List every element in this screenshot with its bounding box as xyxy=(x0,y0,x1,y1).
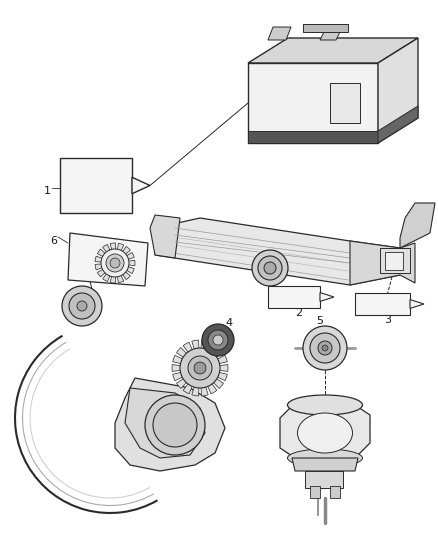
Text: 1: 1 xyxy=(44,186,51,196)
Polygon shape xyxy=(132,177,150,194)
Wedge shape xyxy=(192,368,200,396)
Wedge shape xyxy=(115,246,131,263)
Ellipse shape xyxy=(287,449,363,467)
Wedge shape xyxy=(177,368,200,389)
Polygon shape xyxy=(150,215,180,258)
Wedge shape xyxy=(200,342,217,368)
Circle shape xyxy=(106,254,124,272)
Polygon shape xyxy=(125,388,205,458)
Polygon shape xyxy=(248,63,378,143)
Wedge shape xyxy=(115,263,124,282)
Polygon shape xyxy=(320,293,334,301)
Polygon shape xyxy=(248,38,418,63)
Circle shape xyxy=(180,348,220,388)
Circle shape xyxy=(77,301,87,311)
Circle shape xyxy=(310,333,340,363)
Wedge shape xyxy=(115,260,135,266)
Circle shape xyxy=(303,326,347,370)
Polygon shape xyxy=(400,203,435,248)
Ellipse shape xyxy=(287,395,363,415)
Wedge shape xyxy=(115,263,134,273)
Circle shape xyxy=(153,403,197,447)
Wedge shape xyxy=(102,245,115,263)
Wedge shape xyxy=(173,368,200,381)
Text: 4: 4 xyxy=(225,318,232,328)
Circle shape xyxy=(258,256,282,280)
Polygon shape xyxy=(320,30,341,40)
Bar xyxy=(385,252,403,270)
Wedge shape xyxy=(200,368,217,394)
Wedge shape xyxy=(183,342,200,368)
Wedge shape xyxy=(95,256,115,263)
Polygon shape xyxy=(378,38,418,143)
Circle shape xyxy=(69,293,95,319)
Wedge shape xyxy=(200,365,228,372)
Circle shape xyxy=(202,324,234,356)
Wedge shape xyxy=(110,263,116,283)
Circle shape xyxy=(252,250,288,286)
Bar xyxy=(310,486,320,498)
Polygon shape xyxy=(68,233,148,286)
Wedge shape xyxy=(173,356,200,368)
Wedge shape xyxy=(97,249,115,263)
Wedge shape xyxy=(115,243,124,263)
Wedge shape xyxy=(183,368,200,394)
Polygon shape xyxy=(303,24,348,32)
Circle shape xyxy=(322,345,328,351)
Wedge shape xyxy=(200,340,208,368)
Circle shape xyxy=(194,362,206,374)
Wedge shape xyxy=(192,340,200,368)
Wedge shape xyxy=(97,263,115,277)
Wedge shape xyxy=(177,348,200,368)
Polygon shape xyxy=(378,106,418,143)
Wedge shape xyxy=(110,243,116,263)
Wedge shape xyxy=(102,263,115,281)
Polygon shape xyxy=(268,27,291,40)
Bar xyxy=(60,158,132,213)
Circle shape xyxy=(208,330,228,350)
Circle shape xyxy=(110,258,120,268)
Bar xyxy=(380,248,410,273)
Circle shape xyxy=(318,341,332,355)
Wedge shape xyxy=(115,263,131,280)
Text: 2: 2 xyxy=(296,308,303,318)
Bar xyxy=(268,286,320,308)
Circle shape xyxy=(264,262,276,274)
Wedge shape xyxy=(115,253,134,263)
Polygon shape xyxy=(410,300,424,309)
Polygon shape xyxy=(248,131,378,143)
Bar xyxy=(305,471,343,488)
Polygon shape xyxy=(115,378,225,471)
Circle shape xyxy=(101,249,129,277)
Text: 3: 3 xyxy=(385,315,392,325)
Wedge shape xyxy=(172,365,200,372)
Text: 6: 6 xyxy=(50,236,57,246)
Circle shape xyxy=(188,356,212,380)
Wedge shape xyxy=(200,356,227,368)
Wedge shape xyxy=(200,368,223,389)
Polygon shape xyxy=(350,241,415,285)
Bar xyxy=(330,486,340,498)
Circle shape xyxy=(145,395,205,455)
Polygon shape xyxy=(292,458,358,471)
Wedge shape xyxy=(200,348,223,368)
Circle shape xyxy=(213,335,223,345)
Text: 5: 5 xyxy=(317,316,324,326)
Polygon shape xyxy=(155,218,400,285)
Wedge shape xyxy=(200,368,208,396)
Bar xyxy=(330,83,360,123)
Circle shape xyxy=(62,286,102,326)
Bar xyxy=(355,293,410,315)
Ellipse shape xyxy=(297,413,353,453)
Wedge shape xyxy=(95,263,115,270)
Wedge shape xyxy=(200,368,227,381)
Polygon shape xyxy=(280,403,370,458)
